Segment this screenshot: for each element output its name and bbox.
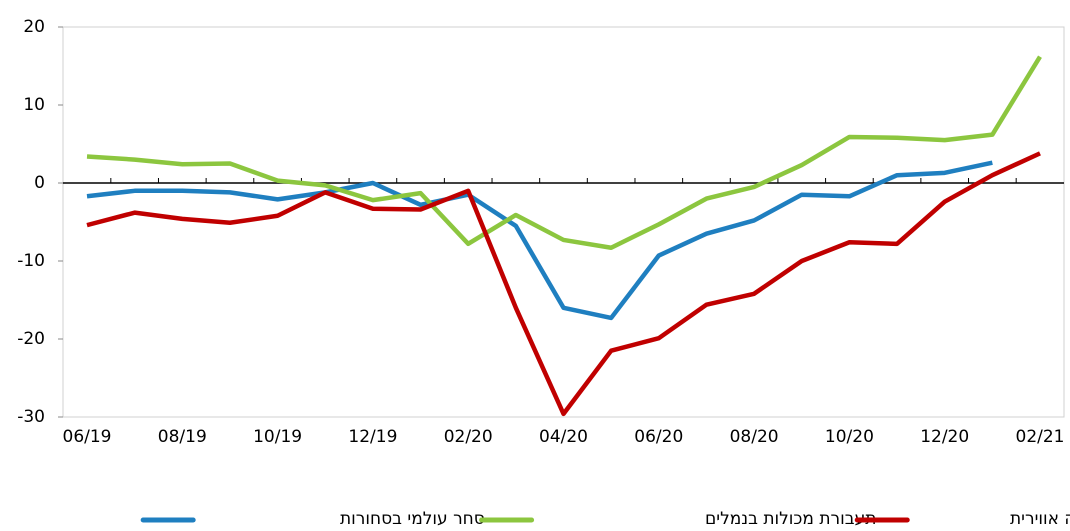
x-tick-label: 02/21 (1016, 427, 1065, 447)
y-tick-label: -10 (17, 251, 45, 271)
legend-label: סחר עולמי בסחורות (340, 509, 485, 529)
series-line (86, 55, 1042, 250)
y-tick-label: 0 (34, 173, 45, 193)
x-tick-label: 06/20 (634, 427, 683, 447)
x-tick-label: 12/20 (920, 427, 969, 447)
y-tick-label: 10 (23, 95, 45, 115)
legend-label: הובלה אווירית (1010, 509, 1070, 529)
x-tick-label: 08/20 (730, 427, 779, 447)
series-line (86, 151, 1041, 417)
series-line (86, 160, 993, 321)
x-tick-label: 04/20 (539, 427, 588, 447)
x-tick-label: 06/19 (63, 427, 112, 447)
y-tick-label: 20 (23, 17, 45, 37)
x-tick-label: 12/19 (348, 427, 397, 447)
x-tick-label: 10/20 (825, 427, 874, 447)
x-tick-label: 02/20 (444, 427, 493, 447)
x-tick-label: 08/19 (158, 427, 207, 447)
x-tick-label: 10/19 (253, 427, 302, 447)
y-tick-label: -30 (17, 407, 45, 427)
plot-area (62, 26, 1065, 418)
legend-label: תעבורת מכולות בנמלים (705, 509, 876, 529)
y-tick-label: -20 (17, 329, 45, 349)
